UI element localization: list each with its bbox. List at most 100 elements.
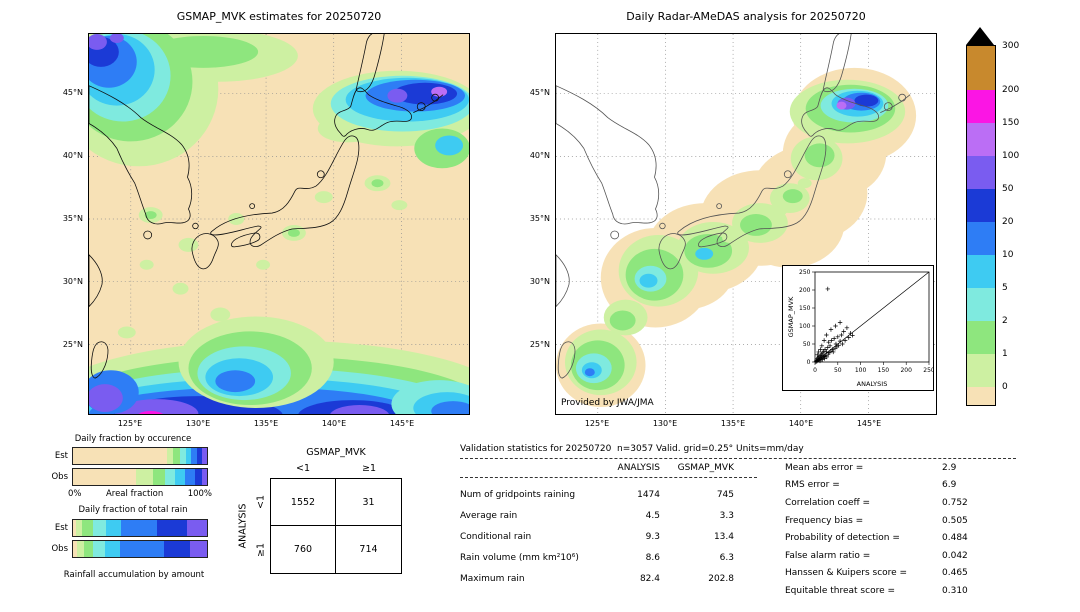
bar-segment-ltcyan <box>179 448 186 464</box>
scatter-point <box>822 356 827 361</box>
score-value: 2.9 <box>942 462 957 473</box>
scatter-point <box>825 345 830 350</box>
lat-tick-label: 45°N <box>62 88 83 97</box>
stat-analysis-value: 4.5 <box>645 510 660 521</box>
x-tick-label: 0 <box>813 367 817 374</box>
y-tick-label: 50 <box>803 341 811 348</box>
colorbar-segment-violet <box>967 123 995 156</box>
bar-segment-palegreen <box>75 520 83 536</box>
credit-text: Provided by JWA/JMA <box>561 398 654 408</box>
colorbar-segment-magenta <box>967 90 995 123</box>
x-tick-label: 50 <box>834 367 842 374</box>
score-line: RMS error = 6.9 <box>785 477 1020 495</box>
scatter-point <box>824 354 830 360</box>
lon-tick-label: 130°E <box>652 419 678 428</box>
row-label: Obs <box>51 544 68 554</box>
scatter-point <box>817 358 823 364</box>
x-tick-label: 250 <box>923 367 933 374</box>
lon-tick-label: 125°E <box>584 419 610 428</box>
contingency-cell-10: 760 <box>271 526 336 573</box>
stat-analysis-value: 1474 <box>637 489 660 500</box>
bar-segment-cyan <box>106 520 122 536</box>
bar-segment-palegreen <box>77 541 84 557</box>
lat-tick-label: 40°N <box>62 151 83 160</box>
score-line: Frequency bias = 0.505 <box>785 512 1020 530</box>
scatter-point <box>816 349 821 355</box>
bar-segment-green <box>152 469 165 485</box>
bar-segment-dkblue <box>164 541 190 557</box>
colorbar-value-label: 300 <box>1002 41 1020 51</box>
score-line: Correlation coeff = 0.752 <box>785 494 1020 512</box>
score-label: Hanssen & Kuipers score = <box>785 568 908 579</box>
scatter-inset: 0 0 50 50 100 100 150 150 200 200 250 250 ANALYSIS … <box>782 265 935 391</box>
contingency-cell-11: 714 <box>359 544 378 555</box>
y-tick-label: 200 <box>799 287 811 294</box>
axis-title: Areal fraction <box>105 489 164 499</box>
scatter-point <box>830 347 835 352</box>
score-value: 0.484 <box>942 533 968 544</box>
stat-label: Num of gridpoints raining <box>460 489 576 500</box>
stacked-bar <box>72 447 208 465</box>
bar-segment-dkblue <box>196 448 203 464</box>
colorbar-segment-dkblue <box>967 189 995 222</box>
bar-segment-blue <box>121 520 158 536</box>
scatter-point <box>824 349 829 355</box>
stat-analysis-value: 9.3 <box>645 531 660 542</box>
lat-tick-label: 45°N <box>529 88 550 97</box>
validation-row: Average rain 4.5 3.3 <box>460 505 760 526</box>
scatter-point <box>820 357 825 362</box>
stat-label: Average rain <box>460 510 518 521</box>
bar-segment-blue <box>184 469 195 485</box>
precipitation-regions <box>89 34 469 414</box>
bar-segment-dkblue <box>194 469 202 485</box>
fraction-row-obs: Obs <box>46 468 226 486</box>
fraction-row-est: Est <box>46 447 226 465</box>
lat-tick-label: 25°N <box>529 340 550 349</box>
scatter-point <box>824 332 829 338</box>
stat-gsmap-value: 745 <box>716 489 734 500</box>
score-line: Equitable threat score = 0.310 <box>785 582 1020 600</box>
accumulation-caption: Rainfall accumulation by amount <box>63 570 205 580</box>
right-map-title: Daily Radar-AMeDAS analysis for 20250720 <box>626 10 866 23</box>
score-value: 0.505 <box>942 515 968 526</box>
stat-analysis-value: 82.4 <box>639 573 660 584</box>
scatter-point <box>833 341 839 347</box>
scatter-point <box>822 347 828 352</box>
col-label-ge1: ≥1 <box>361 463 376 474</box>
colorbar-value-label: 0 <box>1002 382 1008 392</box>
lat-tick-label: 30°N <box>529 277 550 286</box>
colorbar-segment-palegreen <box>967 354 995 387</box>
areal-fraction-axis: 0% Areal fraction 100% <box>68 489 212 499</box>
score-label: Mean abs error = <box>785 462 864 473</box>
colorbar-segment-green <box>967 321 995 354</box>
radar-amedas-map: Provided by JWA/JMA 0 0 50 50 100 100 150 150 20… <box>555 33 937 415</box>
scatter-point <box>819 343 825 348</box>
precipitation-regions <box>564 79 906 396</box>
col-label-lt1: <1 <box>295 463 310 474</box>
lat-tick-label: 35°N <box>62 214 83 223</box>
score-line: Mean abs error = 2.9 <box>785 459 1020 477</box>
scatter-point <box>821 338 827 343</box>
y-tick-label: 250 <box>799 269 811 276</box>
stat-label: Rain volume (mm km²10⁶) <box>460 552 579 563</box>
bar-segment-cream <box>73 448 167 464</box>
right-map-lat-axis: 45°N 40°N 35°N 30°N 25°N <box>517 33 553 415</box>
inset-ylabel: GSMAP_MVK <box>787 296 795 337</box>
score-line: False alarm ratio = 0.042 <box>785 547 1020 565</box>
lon-tick-label: 140°E <box>321 419 347 428</box>
header-spacer <box>460 463 610 473</box>
colorbar-segment-ltcyan <box>967 288 995 321</box>
score-value: 0.310 <box>942 585 968 596</box>
total-rain-chart-title: Daily fraction of total rain <box>78 505 188 515</box>
scatter-point <box>831 349 836 355</box>
scatter-point <box>842 338 848 343</box>
row-label: Obs <box>51 472 68 482</box>
colorbar-overflow-triangle <box>966 27 994 45</box>
row-label: Est <box>54 523 68 533</box>
occurrence-chart: Est Obs <box>46 447 226 489</box>
colorbar-value-label: 200 <box>1002 85 1020 95</box>
bar-segment-purple <box>186 520 207 536</box>
score-line: Hanssen & Kuipers score = 0.465 <box>785 565 1020 583</box>
scatter-point <box>815 352 820 357</box>
lon-tick-label: 130°E <box>185 419 211 428</box>
